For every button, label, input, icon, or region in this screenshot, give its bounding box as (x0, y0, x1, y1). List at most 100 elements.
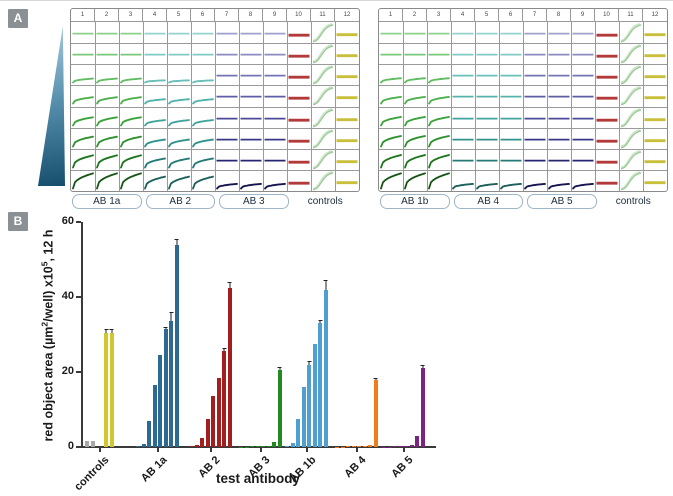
column-header: 10 (287, 9, 311, 22)
well-r5c2 (403, 106, 428, 129)
well-r3c4 (451, 64, 476, 87)
well-r4c11 (311, 85, 336, 108)
column-header: 4 (451, 9, 475, 22)
bar (420, 365, 425, 447)
well-r3c8 (547, 64, 572, 87)
well-r3c2 (403, 64, 428, 87)
y-tick-label: 20 (61, 365, 74, 377)
well-r6c11 (619, 127, 644, 150)
well-r8c6 (191, 169, 216, 191)
well-r7c7 (215, 148, 240, 171)
bar (351, 446, 356, 447)
x-axis-line (81, 446, 436, 448)
bar (266, 445, 271, 447)
well-r5c6 (499, 106, 524, 129)
bar (335, 446, 339, 447)
well-r5c12 (335, 107, 359, 129)
well-r3c12 (643, 64, 667, 87)
well-r1c9 (263, 22, 288, 45)
well-r5c11 (619, 106, 644, 129)
column-header: 9 (263, 9, 287, 22)
group-label-controls: controls (615, 196, 651, 207)
well-r5c10 (287, 106, 312, 129)
well-r7c8 (547, 148, 572, 171)
well-r1c8 (547, 22, 572, 45)
well-r6c6 (191, 127, 216, 150)
well-r3c1 (71, 64, 96, 87)
well-r2c6 (191, 43, 216, 66)
x-axis-title: test antibody (215, 471, 300, 486)
well-r4c9 (263, 85, 288, 108)
well-r7c2 (95, 148, 120, 171)
well-r2c10 (287, 43, 312, 66)
well-r8c5 (167, 169, 192, 191)
bar-group-ab-5 (382, 365, 425, 447)
well-r3c5 (475, 64, 500, 87)
bar (323, 280, 328, 447)
column-header: 10 (595, 9, 619, 22)
well-r4c6 (499, 85, 524, 108)
panel-a-label: A (8, 9, 28, 28)
bar (415, 435, 419, 447)
column-header: 7 (215, 9, 239, 22)
well-r8c12 (335, 170, 359, 191)
well-r5c9 (263, 106, 288, 129)
bar (227, 282, 232, 447)
well-r3c11 (311, 64, 336, 87)
bar-group-ab-4 (335, 377, 378, 447)
well-r8c9 (263, 169, 288, 191)
bar (346, 446, 350, 447)
well-r1c2 (403, 22, 428, 45)
column-header: 8 (547, 9, 571, 22)
well-r6c9 (571, 127, 596, 150)
bar-group-ab-3 (239, 367, 282, 447)
x-tick (210, 448, 213, 452)
well-r4c11 (619, 85, 644, 108)
well-r1c2 (95, 22, 120, 45)
well-r6c7 (215, 127, 240, 150)
well-r8c11 (619, 169, 644, 191)
error-bar (176, 238, 177, 245)
well-r7c6 (499, 148, 524, 171)
error-bar (319, 320, 321, 324)
y-tick (76, 221, 81, 223)
well-r6c1 (71, 127, 96, 150)
column-header: 12 (335, 9, 359, 22)
well-r6c3 (427, 127, 452, 150)
bar (296, 418, 300, 447)
well-r2c9 (263, 43, 288, 66)
well-r1c1 (71, 22, 96, 45)
y-tick (76, 296, 81, 298)
bar (318, 320, 322, 447)
well-r3c1 (379, 64, 404, 87)
y-tick-label: 40 (61, 290, 74, 302)
error-bar (229, 282, 230, 288)
bar (307, 360, 311, 447)
y-tick-label: 60 (61, 215, 74, 227)
well-r5c1 (379, 106, 404, 129)
well-r7c4 (143, 148, 168, 171)
bar (147, 420, 151, 447)
well-r2c6 (499, 43, 524, 66)
bar (244, 446, 249, 447)
well-r4c5 (475, 85, 500, 108)
well-r3c6 (191, 64, 216, 87)
bar (109, 328, 114, 447)
well-r6c4 (143, 127, 168, 150)
well-r3c10 (595, 64, 620, 87)
well-r3c5 (167, 64, 192, 87)
column-header: 11 (311, 9, 335, 22)
well-r2c3 (427, 43, 452, 66)
well-r5c5 (167, 106, 192, 129)
well-r8c7 (523, 169, 548, 191)
well-r4c8 (239, 85, 264, 108)
column-header: 5 (167, 9, 191, 22)
well-r8c8 (239, 169, 264, 191)
well-r1c12 (335, 22, 359, 45)
well-r3c6 (499, 64, 524, 87)
bar (255, 446, 260, 447)
well-r6c10 (595, 127, 620, 150)
well-r7c2 (403, 148, 428, 171)
well-r5c7 (215, 106, 240, 129)
